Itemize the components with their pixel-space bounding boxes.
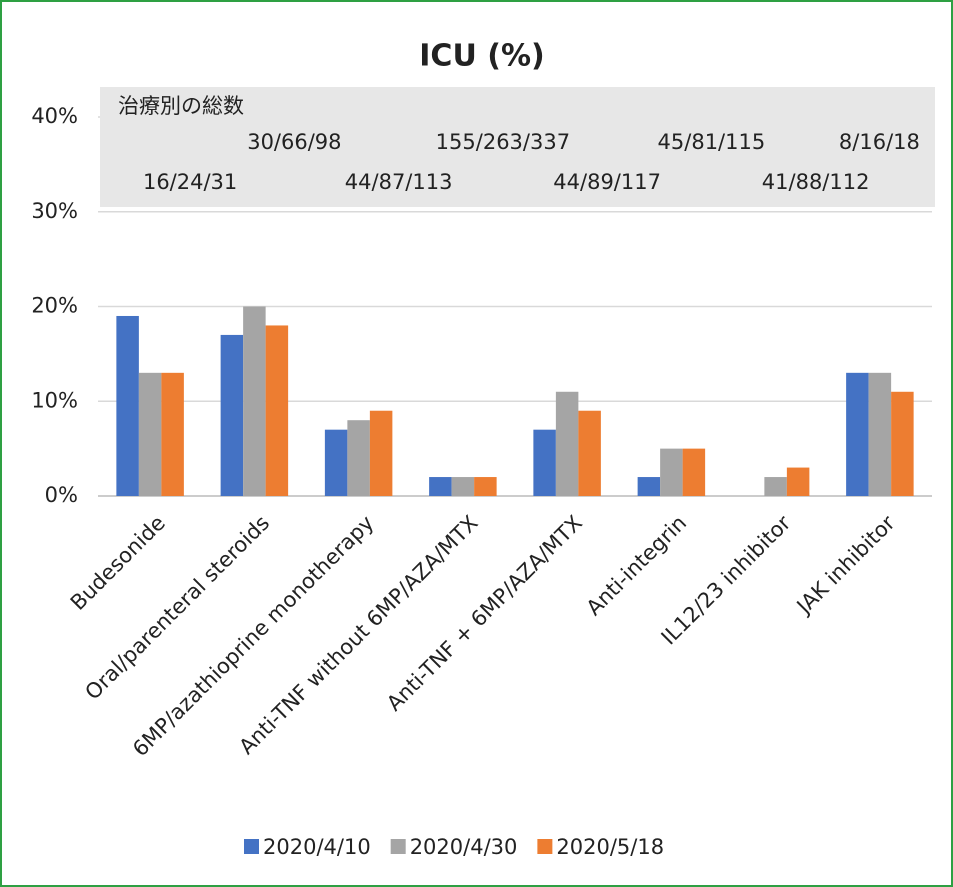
- bar: [868, 372, 892, 496]
- annotation-box: [100, 87, 935, 207]
- annotation-count: 8/16/18: [839, 130, 920, 154]
- bar: [474, 477, 497, 496]
- bar: [891, 391, 914, 496]
- legend-label: 2020/5/18: [556, 835, 664, 859]
- bar: [533, 429, 556, 496]
- bar: [786, 467, 810, 496]
- bar: [369, 410, 393, 496]
- annotation-count: 41/88/112: [762, 170, 870, 194]
- legend-swatch: [390, 839, 406, 854]
- bar: [764, 477, 787, 496]
- annotation-count: 44/87/113: [345, 170, 453, 194]
- annotation-count: 44/89/117: [553, 170, 661, 194]
- bar: [555, 391, 579, 496]
- bar: [429, 477, 452, 496]
- bar: [660, 448, 683, 496]
- y-tick-label: 10%: [31, 388, 78, 412]
- y-tick-label: 0%: [45, 483, 78, 507]
- annotation-count: 45/81/115: [658, 130, 766, 154]
- chart-title: ICU (%): [419, 39, 544, 74]
- bar: [451, 477, 475, 496]
- annotation-count: 16/24/31: [143, 170, 237, 194]
- bar: [347, 420, 370, 496]
- annotation-count: 155/263/337: [436, 130, 570, 154]
- y-tick-label: 30%: [31, 199, 78, 223]
- bar: [682, 448, 706, 496]
- bar: [116, 315, 139, 496]
- bar: [578, 410, 601, 496]
- legend-label: 2020/4/10: [263, 835, 371, 859]
- bar: [161, 372, 184, 496]
- annotation-count: 30/66/98: [247, 130, 341, 154]
- bar: [138, 372, 162, 496]
- bar: [324, 429, 348, 496]
- bar: [243, 306, 266, 496]
- legend-swatch: [244, 839, 259, 854]
- bar: [220, 334, 244, 496]
- annotation-label: 治療別の総数: [118, 94, 244, 118]
- bar: [265, 325, 289, 496]
- bar: [637, 477, 661, 496]
- bar: [846, 372, 869, 496]
- y-tick-label: 20%: [31, 294, 78, 318]
- legend-label: 2020/4/30: [410, 835, 518, 859]
- legend-swatch: [537, 839, 553, 854]
- y-tick-label: 40%: [31, 104, 78, 128]
